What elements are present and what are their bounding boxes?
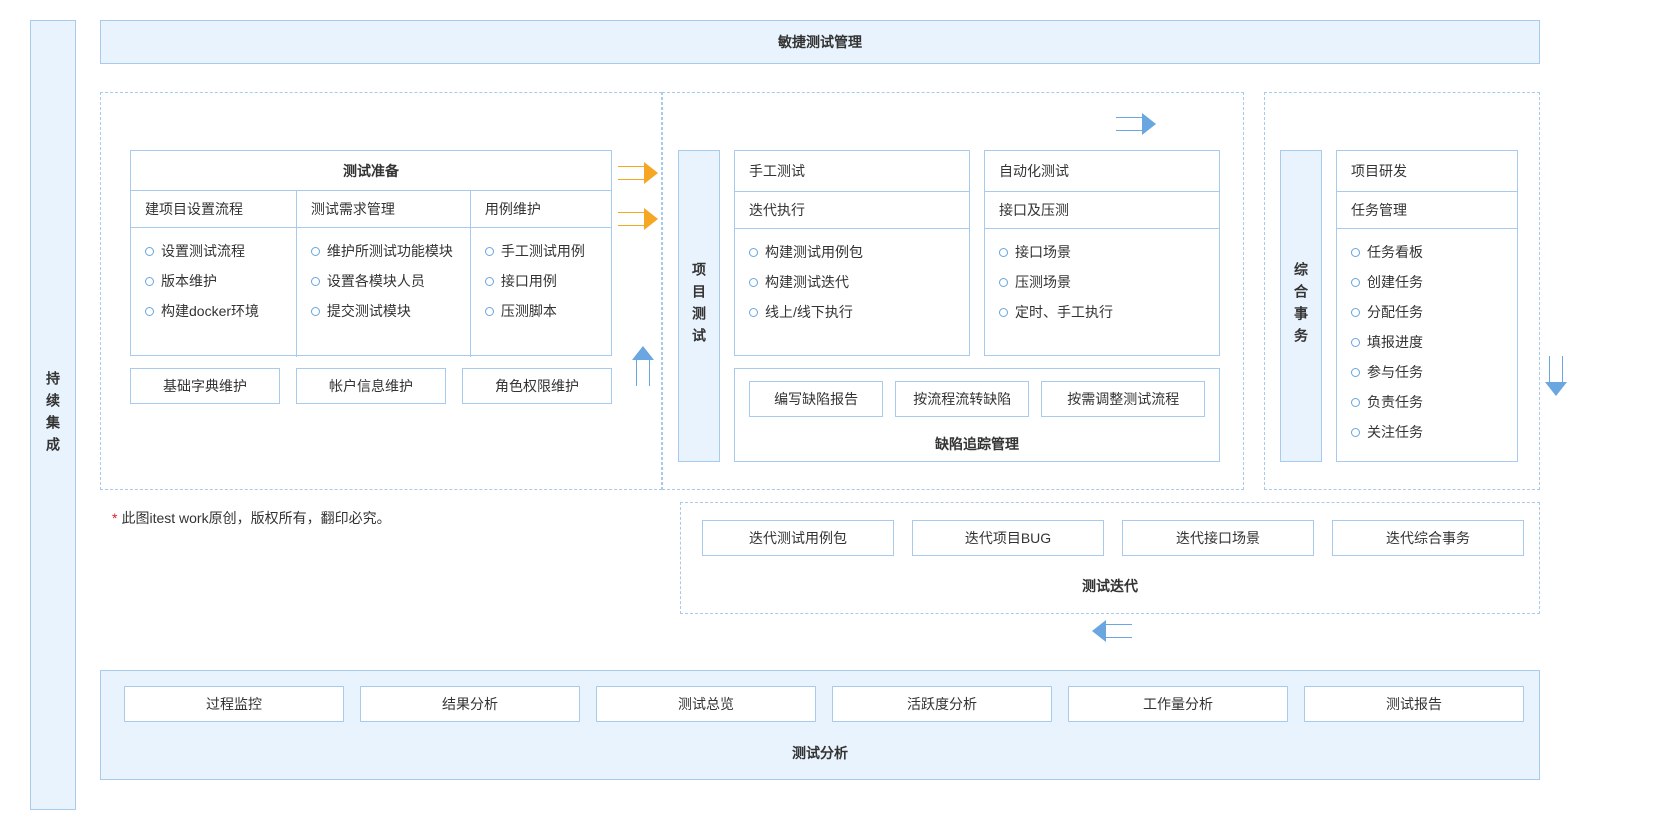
list-item: 设置各模块人员 [311, 266, 456, 296]
iteration-title: 测试迭代 [680, 566, 1540, 606]
list-item: 关注任务 [1351, 417, 1503, 447]
defect-chip-1: 按流程流转缺陷 [895, 381, 1029, 417]
list-item: 接口场景 [999, 237, 1205, 267]
footnote-text: 此图itest work原创，版权所有，翻印必究。 [121, 510, 390, 526]
list-item: 创建任务 [1351, 267, 1503, 297]
manual-panel: 手工测试 迭代执行 构建测试用例包 构建测试迭代 线上/线下执行 [734, 150, 970, 356]
rd-items: 任务看板 创建任务 分配任务 填报进度 参与任务 负责任务 关注任务 [1337, 229, 1517, 455]
list-item: 构建docker环境 [145, 296, 282, 326]
list-item: 构建测试迭代 [749, 267, 955, 297]
iter-chip-0: 迭代测试用例包 [702, 520, 894, 556]
prep-chip-1: 帐户信息维护 [296, 368, 446, 404]
affairs-text: 综合事务 [1291, 262, 1311, 350]
auto-items: 接口场景 压测场景 定时、手工执行 [985, 229, 1219, 335]
iter-chip-1: 迭代项目BUG [912, 520, 1104, 556]
prep-col3-title: 用例维护 [471, 191, 611, 228]
footnote-asterisk: * [112, 510, 117, 526]
analysis-title: 测试分析 [100, 734, 1540, 772]
list-item: 接口用例 [485, 266, 597, 296]
auto-panel: 自动化测试 接口及压测 接口场景 压测场景 定时、手工执行 [984, 150, 1220, 356]
project-test-label: 项目测试 [678, 150, 720, 462]
arrow-orange-2 [618, 208, 658, 230]
iter-chip-2: 迭代接口场景 [1122, 520, 1314, 556]
defect-chip-0: 编写缺陷报告 [749, 381, 883, 417]
prep-chip-2: 角色权限维护 [462, 368, 612, 404]
list-item: 维护所测试功能模块 [311, 236, 456, 266]
prep-panel: 测试准备 建项目设置流程 设置测试流程 版本维护 构建docker环境 测试需求… [130, 150, 612, 356]
analysis-chip-4: 工作量分析 [1068, 686, 1288, 722]
analysis-chip-3: 活跃度分析 [832, 686, 1052, 722]
arrow-blue-down [1545, 356, 1567, 396]
list-item: 填报进度 [1351, 327, 1503, 357]
defect-title: 缺陷追踪管理 [735, 429, 1219, 459]
list-item: 定时、手工执行 [999, 297, 1205, 327]
auto-title: 自动化测试 [985, 151, 1219, 192]
iter-chip-3: 迭代综合事务 [1332, 520, 1524, 556]
analysis-chip-5: 测试报告 [1304, 686, 1524, 722]
ci-label: 持续集成 [43, 371, 63, 459]
rd-title: 项目研发 [1337, 151, 1517, 192]
arrow-blue-left [1092, 620, 1132, 642]
arrow-blue-right [1116, 113, 1156, 135]
list-item: 版本维护 [145, 266, 282, 296]
ci-sidebar: 持续集成 [30, 20, 76, 810]
prep-title: 测试准备 [131, 151, 611, 191]
prep-col3-items: 手工测试用例 接口用例 压测脚本 [471, 228, 611, 334]
list-item: 压测场景 [999, 267, 1205, 297]
auto-subtitle: 接口及压测 [985, 192, 1219, 229]
prep-col1-title: 建项目设置流程 [131, 191, 296, 228]
manual-subtitle: 迭代执行 [735, 192, 969, 229]
list-item: 负责任务 [1351, 387, 1503, 417]
manual-title: 手工测试 [735, 151, 969, 192]
list-item: 提交测试模块 [311, 296, 456, 326]
header-title: 敏捷测试管理 [778, 32, 862, 52]
manual-items: 构建测试用例包 构建测试迭代 线上/线下执行 [735, 229, 969, 335]
rd-subtitle: 任务管理 [1337, 192, 1517, 229]
affairs-label: 综合事务 [1280, 150, 1322, 462]
list-item: 设置测试流程 [145, 236, 282, 266]
analysis-chip-1: 结果分析 [360, 686, 580, 722]
prep-col2-items: 维护所测试功能模块 设置各模块人员 提交测试模块 [297, 228, 470, 334]
prep-chip-0: 基础字典维护 [130, 368, 280, 404]
prep-col1: 建项目设置流程 设置测试流程 版本维护 构建docker环境 [131, 191, 297, 357]
arrow-orange-1 [618, 162, 658, 184]
list-item: 线上/线下执行 [749, 297, 955, 327]
prep-col3: 用例维护 手工测试用例 接口用例 压测脚本 [471, 191, 611, 357]
list-item: 参与任务 [1351, 357, 1503, 387]
prep-col1-items: 设置测试流程 版本维护 构建docker环境 [131, 228, 296, 334]
list-item: 分配任务 [1351, 297, 1503, 327]
footnote: *此图itest work原创，版权所有，翻印必究。 [112, 508, 391, 528]
header-bar: 敏捷测试管理 [100, 20, 1540, 64]
list-item: 构建测试用例包 [749, 237, 955, 267]
defect-panel: 编写缺陷报告 按流程流转缺陷 按需调整测试流程 缺陷追踪管理 [734, 368, 1220, 462]
list-item: 压测脚本 [485, 296, 597, 326]
arrow-blue-up [632, 346, 654, 386]
list-item: 手工测试用例 [485, 236, 597, 266]
defect-chip-2: 按需调整测试流程 [1041, 381, 1205, 417]
prep-col2-title: 测试需求管理 [297, 191, 470, 228]
project-test-text: 项目测试 [689, 262, 709, 350]
analysis-chip-2: 测试总览 [596, 686, 816, 722]
rd-panel: 项目研发 任务管理 任务看板 创建任务 分配任务 填报进度 参与任务 负责任务 … [1336, 150, 1518, 462]
list-item: 任务看板 [1351, 237, 1503, 267]
prep-col2: 测试需求管理 维护所测试功能模块 设置各模块人员 提交测试模块 [297, 191, 471, 357]
analysis-chip-0: 过程监控 [124, 686, 344, 722]
